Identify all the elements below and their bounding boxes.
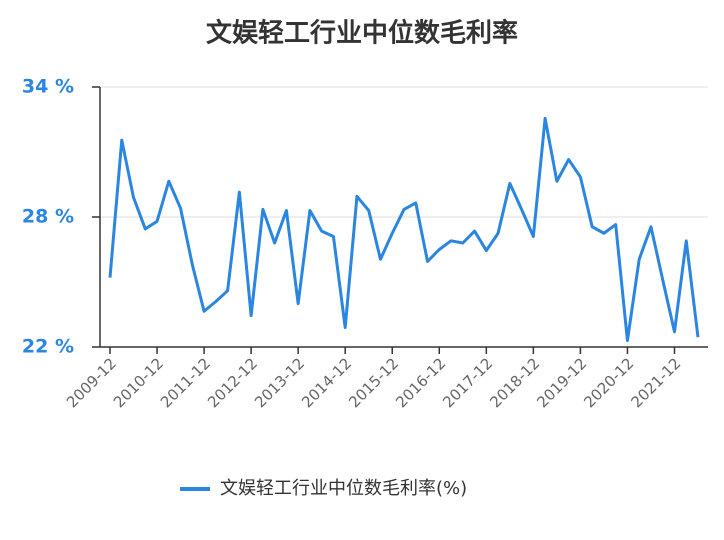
x-tick-label: 2009-12 bbox=[63, 354, 120, 411]
data-line bbox=[108, 116, 700, 342]
x-tick-label: 2011-12 bbox=[157, 354, 214, 411]
y-tick-label: 28 % bbox=[22, 206, 74, 228]
x-tick-label: 2016-12 bbox=[392, 354, 449, 411]
x-tick-label: 2017-12 bbox=[439, 354, 496, 411]
x-tick-label: 2019-12 bbox=[533, 354, 590, 411]
x-tick-label: 2020-12 bbox=[580, 354, 637, 411]
y-tick-label: 34 % bbox=[22, 76, 74, 98]
x-tick-label: 2018-12 bbox=[486, 354, 543, 411]
chart-title: 文娱轻工行业中位数毛利率 bbox=[206, 18, 518, 49]
x-tick-label: 2014-12 bbox=[298, 354, 355, 411]
y-tick-label: 22 % bbox=[22, 336, 74, 358]
x-tick-label: 2021-12 bbox=[627, 354, 684, 411]
x-tick-label: 2013-12 bbox=[251, 354, 308, 411]
x-tick-label: 2015-12 bbox=[345, 354, 402, 411]
x-tick-label: 2012-12 bbox=[204, 354, 261, 411]
legend-label: 文娱轻工行业中位数毛利率(%) bbox=[220, 478, 467, 499]
x-tick-label: 2010-12 bbox=[110, 354, 167, 411]
